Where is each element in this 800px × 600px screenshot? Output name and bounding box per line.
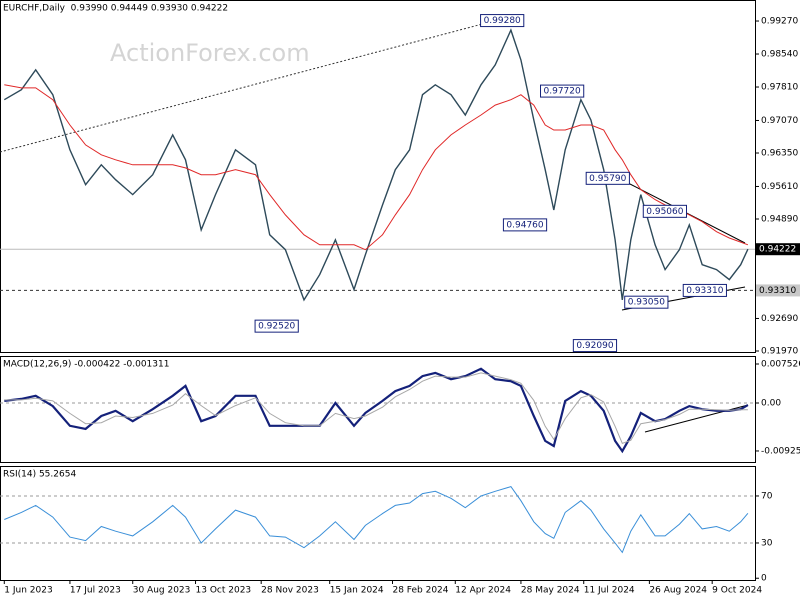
y-tick-label: 70	[761, 491, 773, 501]
annotation-label: 0.92090	[576, 341, 613, 351]
x-tick-label: 13 Oct 2023	[196, 586, 252, 596]
annotation-box	[540, 84, 585, 98]
annotation-box	[572, 339, 618, 353]
y-tick-label: 0	[761, 574, 767, 584]
x-tick-label: 12 Apr 2024	[455, 586, 511, 596]
y-tick-label: 0.94890	[761, 215, 798, 225]
x-tick-label: 1 Jun 2023	[4, 586, 52, 596]
annotation-label: 0.93310	[686, 286, 723, 296]
y-tick-label: 0.96350	[761, 149, 798, 159]
y-tick-label: 0.007526	[761, 360, 800, 370]
x-tick-label: 26 Aug 2024	[649, 586, 707, 596]
x-tick-label: 28 Feb 2024	[392, 586, 448, 596]
annotation-label: 0.93050	[628, 298, 665, 308]
annotation-box	[624, 295, 669, 309]
price-label-box	[756, 284, 800, 297]
x-tick-label: 30 Aug 2023	[133, 586, 191, 596]
series-line	[4, 372, 748, 445]
y-tick-label: 0.00	[761, 399, 781, 409]
series-line	[4, 367, 749, 454]
x-tick-label: 9 Oct 2024	[712, 586, 762, 596]
x-tick-label: 17 Jul 2023	[70, 586, 121, 596]
y-tick-label: -0.009252	[761, 446, 800, 456]
annotation-label: 0.99280	[484, 16, 521, 26]
y-tick-label: 0.98540	[761, 50, 798, 60]
price-label: 0.93310	[759, 286, 796, 296]
annotation-box	[642, 204, 687, 218]
panel-title: MACD(12,26,9) -0.000422 -0.001311	[3, 360, 169, 370]
panel-title: RSI(14) 55.2654	[3, 470, 76, 480]
annotation-label: 0.95790	[589, 174, 626, 184]
x-tick-label: 28 May 2024	[521, 586, 580, 596]
annotation-box	[480, 14, 525, 28]
annotation-label: 0.95060	[646, 207, 683, 217]
annotation-label: 0.94760	[506, 220, 543, 230]
price-label: 0.94222	[759, 245, 796, 255]
y-tick-label: 0.92690	[761, 314, 798, 324]
series-line	[4, 84, 749, 251]
price-label-box	[756, 243, 800, 256]
annotation-box	[502, 218, 548, 232]
y-tick-label: 0.95610	[761, 182, 798, 192]
series-line	[3, 28, 749, 302]
y-tick-label: 0.99270	[761, 17, 798, 27]
annotation-label: 0.92520	[258, 322, 295, 332]
x-tick-label: 15 Jan 2024	[330, 586, 384, 596]
y-tick-label: 0.97810	[761, 83, 798, 93]
annotation-label: 0.97720	[544, 87, 581, 97]
trend-line	[0, 17, 506, 153]
rsi-panel	[0, 466, 756, 581]
x-tick-label: 11 Jul 2024	[584, 586, 635, 596]
y-tick-label: 0.91970	[761, 347, 798, 357]
panel-title: EURCHF,Daily 0.93990 0.94449 0.93930 0.9…	[3, 4, 228, 14]
annotation-box	[682, 283, 727, 297]
annotation-box	[254, 319, 299, 333]
watermark: ActionForex.com	[110, 39, 310, 67]
annotation-box	[585, 171, 630, 185]
x-tick-label: 28 Nov 2023	[261, 586, 319, 596]
y-tick-label: 0.97070	[761, 116, 798, 126]
series-line	[4, 486, 749, 554]
y-tick-label: 30	[761, 538, 773, 548]
